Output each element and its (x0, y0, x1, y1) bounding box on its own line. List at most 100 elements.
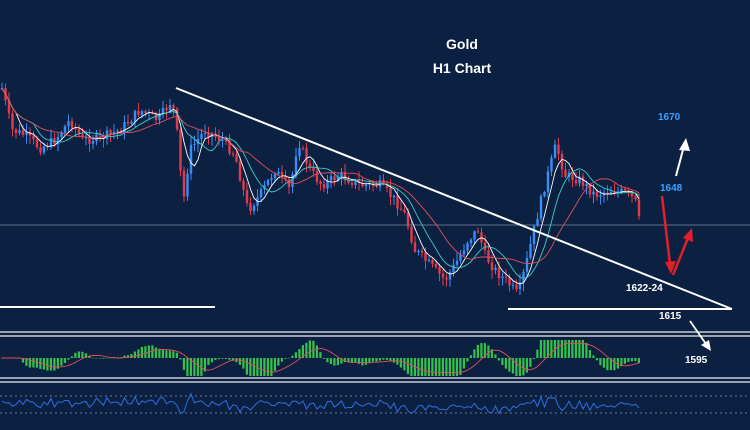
macd-bar-47 (165, 350, 168, 358)
macd-bar-116 (406, 358, 409, 375)
candle-body-53 (186, 173, 189, 197)
macd-bar-151 (529, 358, 532, 367)
macd-bar-174 (609, 358, 612, 371)
rsi-group (1, 392, 640, 415)
candle-body-142 (497, 267, 501, 279)
level-label-1622-24: 1622-24 (626, 283, 663, 294)
ma-slow-line (1, 87, 640, 264)
macd-bar-35 (123, 355, 126, 358)
macd-bar-163 (571, 340, 574, 358)
macd-bar-100 (350, 358, 353, 363)
candle-body-174 (609, 192, 613, 194)
forecast-arrow-red-up (671, 228, 693, 276)
macd-bar-55 (193, 358, 196, 376)
macd-bar-25 (88, 356, 91, 358)
candle-body-72 (252, 205, 256, 211)
candle-body-5 (18, 130, 21, 134)
macd-bar-157 (550, 340, 553, 358)
macd-bar-68 (238, 358, 241, 365)
macd-bar-96 (336, 358, 339, 366)
candle-body-21 (74, 127, 77, 130)
candle-body-47 (165, 107, 168, 111)
candle-body-15 (53, 137, 56, 145)
candle-body-3 (11, 113, 14, 130)
candle-body-155 (543, 191, 546, 197)
candle-body-91 (319, 181, 322, 184)
macd-bar-39 (137, 349, 140, 358)
candle-body-98 (343, 172, 347, 181)
candle-body-146 (511, 284, 515, 286)
macd-bar-143 (501, 358, 504, 366)
candle-body-29 (102, 135, 105, 139)
macd-bar-18 (63, 358, 66, 363)
macd-bar-26 (91, 357, 94, 359)
candle-body-148 (518, 282, 522, 290)
level-label-1615: 1615 (659, 311, 682, 322)
candle-body-140 (490, 262, 494, 271)
macd-bar-72 (252, 358, 255, 376)
macd-bar-99 (347, 358, 350, 362)
macd-bar-27 (95, 358, 98, 359)
candle-body-119 (417, 250, 420, 252)
macd-bar-56 (196, 358, 199, 376)
candle-body-151 (529, 243, 532, 258)
candle-body-6 (21, 130, 25, 135)
macd-bar-87 (305, 342, 308, 358)
macd-bar-13 (46, 358, 49, 371)
candle-body-124 (434, 263, 438, 268)
candle-body-51 (179, 129, 182, 171)
macd-bar-92 (322, 358, 325, 359)
macd-bar-53 (186, 358, 189, 376)
candle-body-143 (501, 276, 504, 279)
macd-bar-182 (637, 358, 640, 363)
candle-body-125 (438, 267, 441, 274)
moving-averages-group (1, 87, 640, 285)
macd-bar-127 (445, 358, 448, 376)
macd-bar-48 (168, 350, 171, 358)
macd-bar-150 (525, 358, 528, 373)
candle-body-92 (322, 183, 326, 189)
candle-body-126 (441, 273, 445, 278)
rsi-line (1, 392, 640, 415)
macd-bar-74 (259, 358, 262, 376)
candle-body-159 (557, 144, 560, 154)
macd-bar-165 (578, 340, 581, 358)
candle-body-54 (189, 144, 193, 174)
macd-bar-79 (277, 358, 280, 366)
macd-bar-176 (616, 358, 619, 369)
macd-bar-114 (399, 358, 402, 368)
macd-bar-122 (427, 358, 430, 376)
candle-body-163 (571, 172, 574, 181)
macd-bar-21 (74, 352, 77, 358)
macd-bar-94 (329, 358, 332, 365)
macd-bar-110 (385, 358, 388, 360)
macd-bar-22 (77, 351, 80, 358)
candle-body-169 (592, 191, 595, 195)
macd-bar-31 (109, 357, 112, 359)
macd-bar-0 (0, 358, 4, 359)
macd-bar-104 (364, 358, 367, 365)
macd-bar-126 (441, 358, 444, 376)
chart-title-instrument: Gold (446, 36, 478, 52)
candle-body-131 (459, 254, 462, 261)
macd-bar-145 (508, 358, 511, 372)
candle-body-64 (224, 140, 228, 142)
candle-body-23 (81, 134, 84, 138)
macd-bar-175 (613, 358, 616, 371)
macd-bar-168 (588, 350, 591, 358)
macd-bar-119 (417, 358, 420, 376)
macd-bar-61 (214, 358, 217, 361)
macd-bar-86 (301, 345, 304, 358)
macd-bar-28 (98, 358, 101, 359)
macd-bar-38 (133, 351, 136, 358)
macd-bar-162 (567, 340, 570, 358)
candle-body-39 (137, 110, 140, 115)
candle-body-118 (413, 242, 417, 252)
macd-bar-7 (25, 358, 28, 366)
candle-body-22 (77, 129, 81, 135)
candle-body-62 (217, 136, 221, 141)
macd-bar-58 (203, 358, 206, 372)
candle-body-77 (270, 178, 273, 180)
macd-bar-50 (175, 352, 178, 358)
